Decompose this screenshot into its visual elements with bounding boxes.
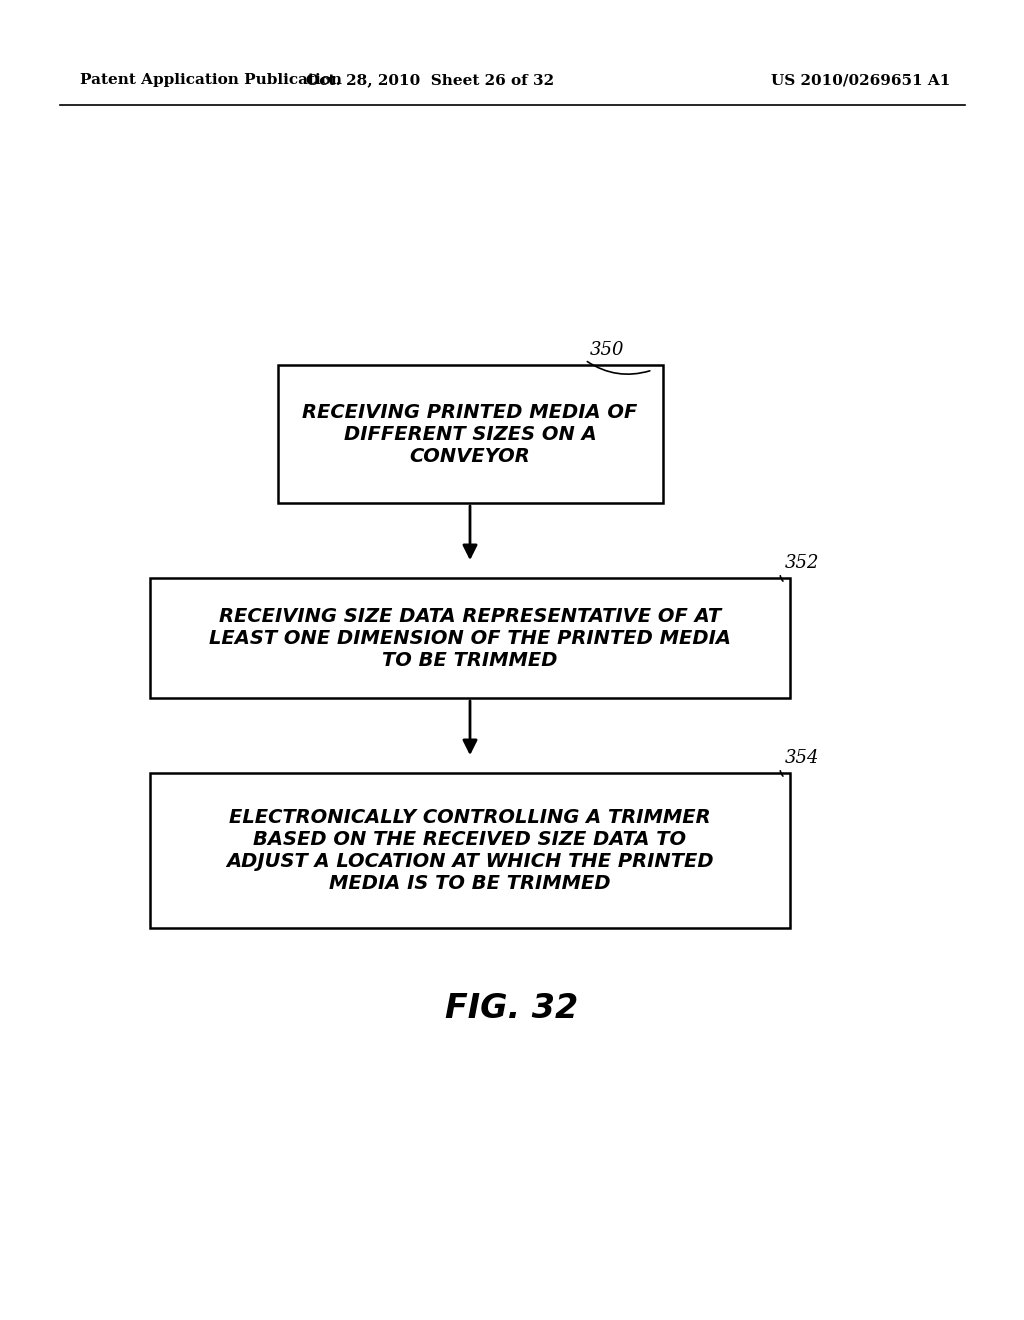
Text: Oct. 28, 2010  Sheet 26 of 32: Oct. 28, 2010 Sheet 26 of 32 [306, 73, 554, 87]
Text: RECEIVING SIZE DATA REPRESENTATIVE OF AT
LEAST ONE DIMENSION OF THE PRINTED MEDI: RECEIVING SIZE DATA REPRESENTATIVE OF AT… [209, 606, 731, 669]
Text: 354: 354 [785, 748, 819, 767]
Text: US 2010/0269651 A1: US 2010/0269651 A1 [771, 73, 950, 87]
Text: 352: 352 [785, 554, 819, 572]
Text: ELECTRONICALLY CONTROLLING A TRIMMER
BASED ON THE RECEIVED SIZE DATA TO
ADJUST A: ELECTRONICALLY CONTROLLING A TRIMMER BAS… [226, 808, 714, 894]
Text: Patent Application Publication: Patent Application Publication [80, 73, 342, 87]
Bar [278, 366, 663, 503]
Bar [150, 774, 790, 928]
Text: FIG. 32: FIG. 32 [445, 991, 579, 1024]
Text: RECEIVING PRINTED MEDIA OF
DIFFERENT SIZES ON A
CONVEYOR: RECEIVING PRINTED MEDIA OF DIFFERENT SIZ… [302, 403, 638, 466]
Bar [150, 578, 790, 698]
Text: 350: 350 [590, 341, 625, 359]
